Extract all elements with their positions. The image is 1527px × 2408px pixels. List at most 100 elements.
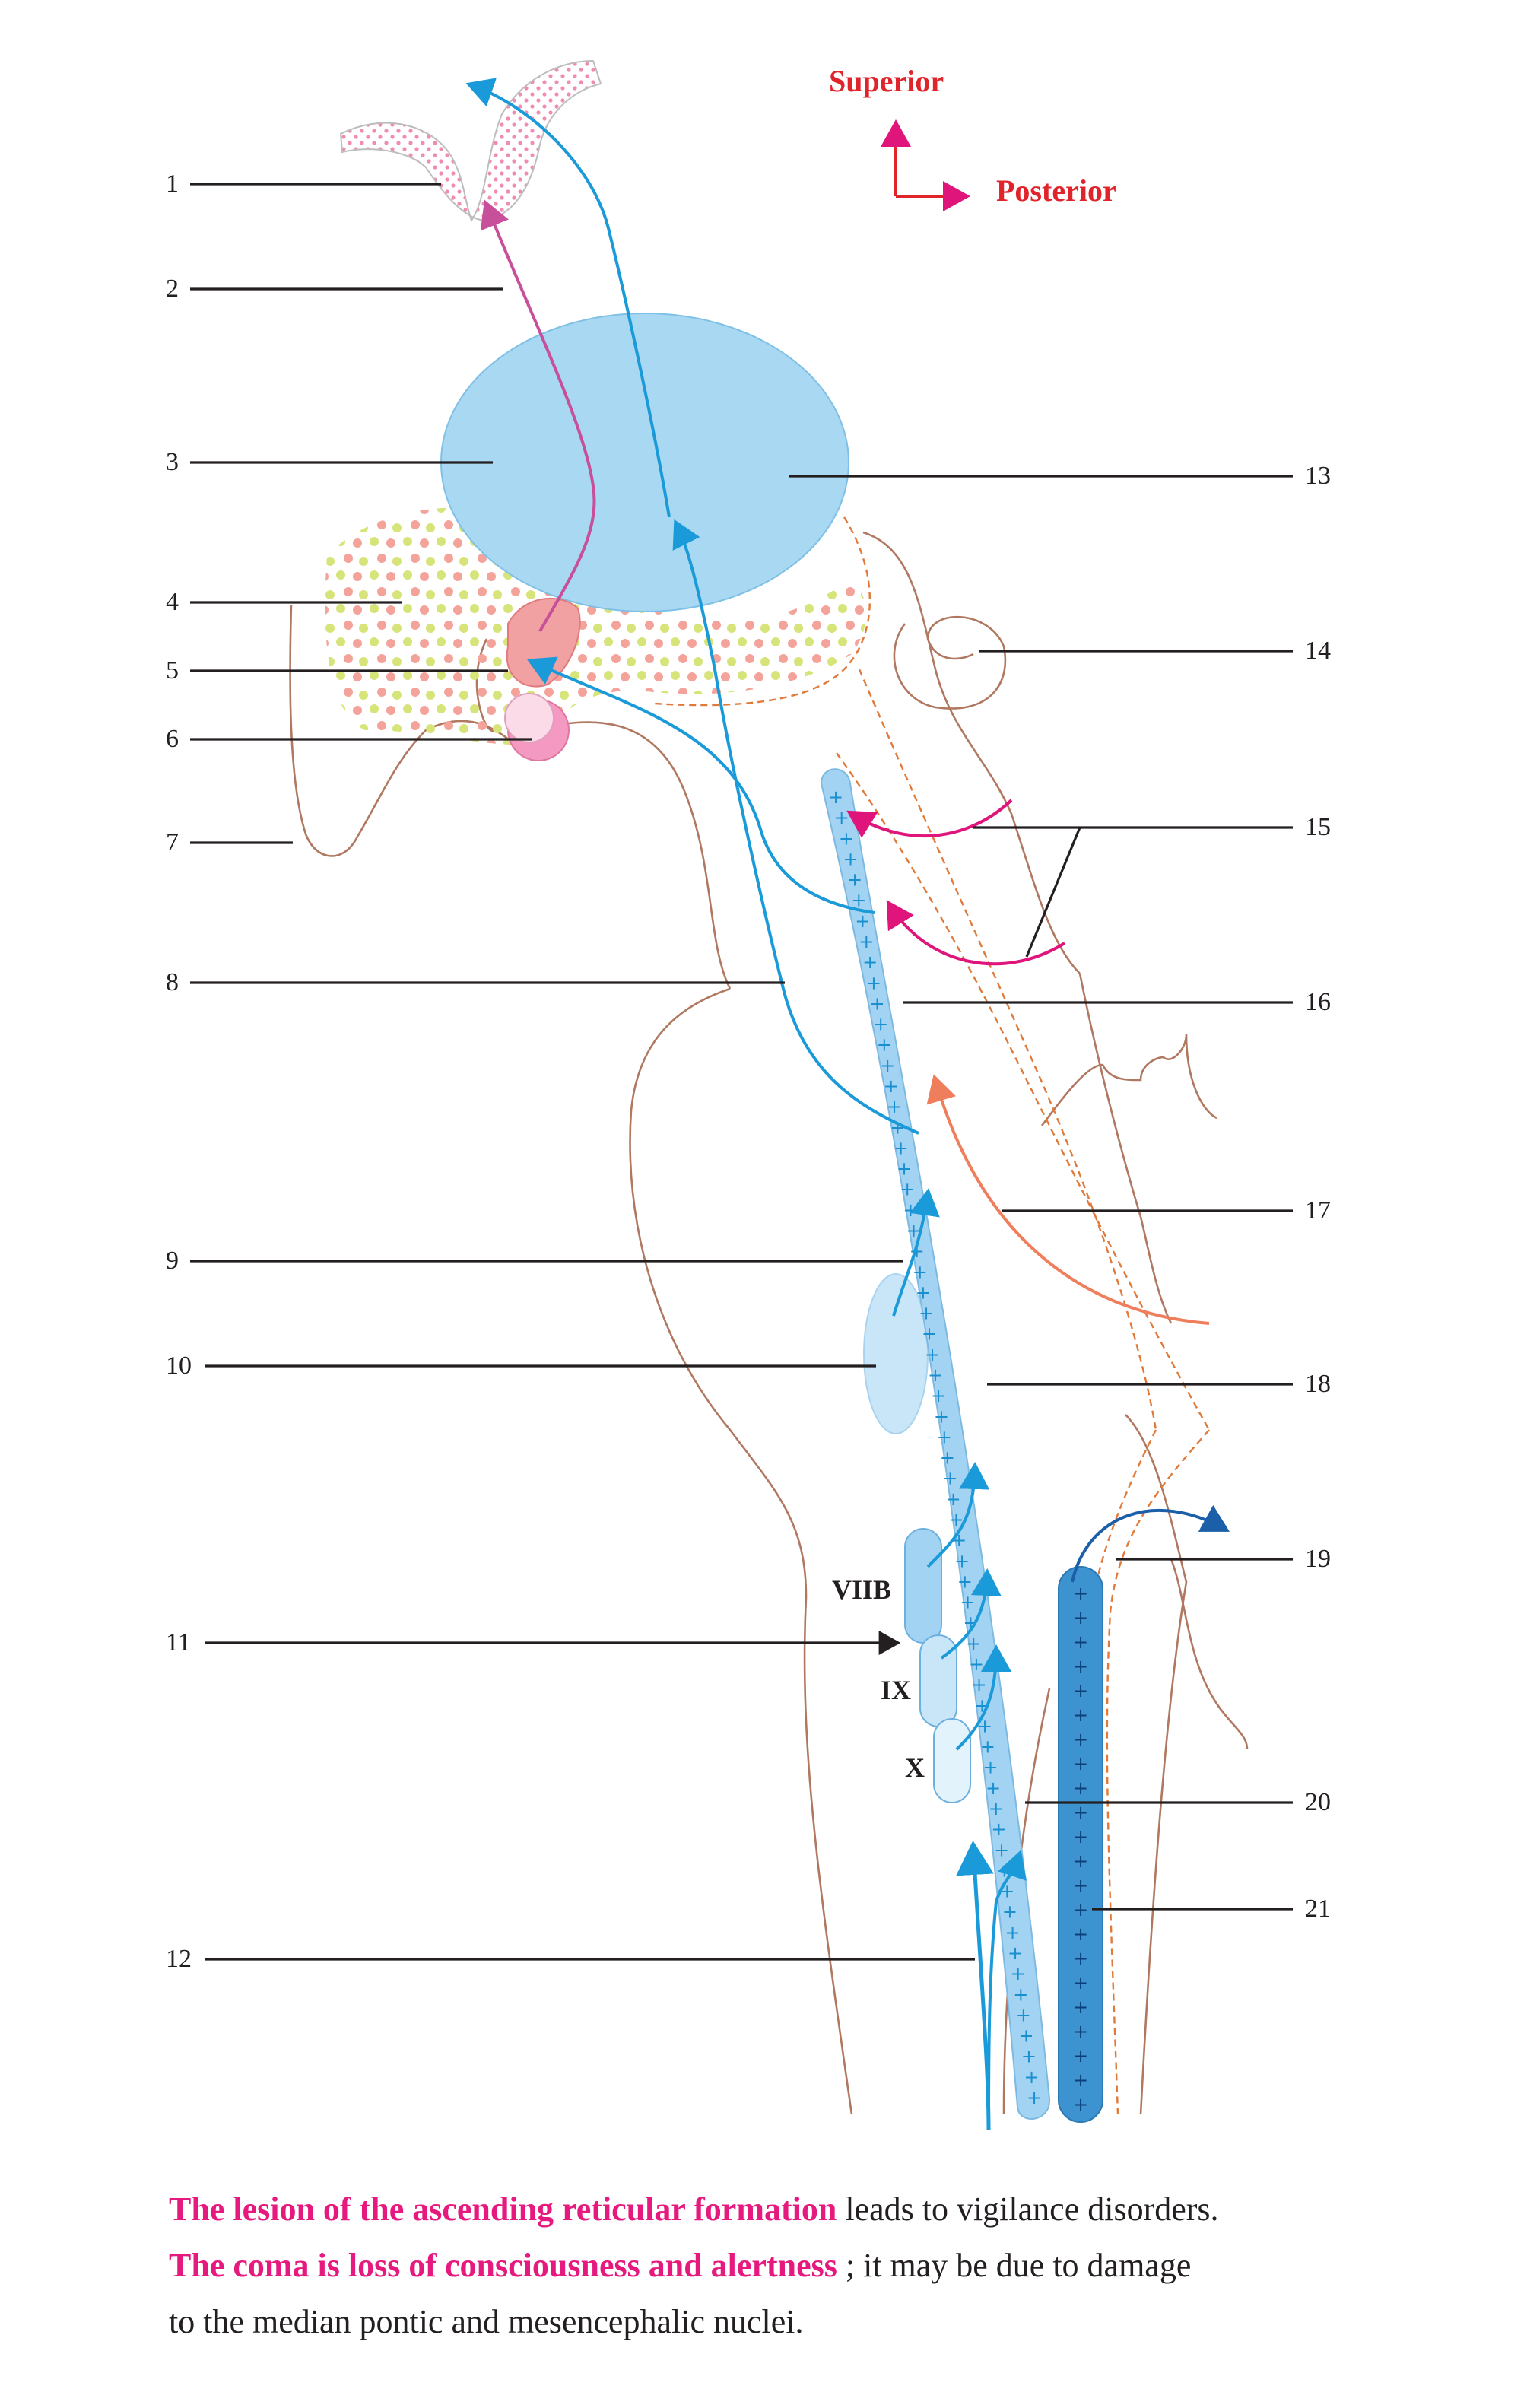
reticular-column [820,768,1051,2120]
plus-mark: + [834,807,849,828]
plus-mark: + [1073,1875,1088,1896]
plus-mark: + [916,1282,931,1303]
input-fiber-lower [886,900,1066,966]
plus-mark: + [1073,1777,1088,1799]
label-16: 16 [1305,988,1331,1016]
plus-mark: + [880,1055,895,1076]
label-21: 21 [1305,1895,1331,1923]
caption-text-2: ; it may be due to damage [837,2247,1192,2284]
label-18: 18 [1305,1370,1331,1398]
plus-mark: + [1073,1972,1088,1993]
plus-mark: + [894,1137,909,1158]
plus-mark: + [1016,2004,1031,2025]
plus-mark: + [900,1179,915,1200]
plus-mark: + [931,1385,946,1406]
plus-mark: + [969,1654,984,1675]
plus-mark: + [963,1612,978,1634]
nucleus-viib [904,1528,942,1644]
plus-mark: + [1002,1901,1017,1923]
plus-mark: + [859,931,874,952]
nucleus-x [933,1718,971,1803]
plus-mark: + [954,1550,970,1571]
caption-line-1: The lesion of the ascending reticular fo… [169,2181,1462,2238]
label-15: 15 [1305,813,1331,841]
plus-mark: + [870,993,885,1014]
plus-mark: + [1073,1997,1088,2018]
plus-mark: + [1073,1924,1088,1945]
label-14: 14 [1305,637,1331,665]
plus-mark: + [1073,1704,1088,1726]
plus-mark: + [1013,1984,1028,2005]
plus-mark: + [1008,1943,1023,1964]
plus-mark: + [839,828,854,849]
plus-mark: + [928,1364,943,1386]
plus-mark: + [884,1075,899,1097]
plus-mark: + [1073,1680,1088,1701]
plus-mark: + [906,1220,922,1241]
plus-mark: + [980,1736,995,1758]
plus-mark: + [1018,2025,1033,2047]
plus-mark: + [934,1406,949,1427]
plus-mark: + [1073,1850,1088,1872]
plus-mark: + [1073,1729,1088,1750]
plus-mark: + [913,1261,928,1282]
plus-mark: + [828,786,843,808]
hypothalamic-nucleus-5 [506,597,581,688]
plus-mark: + [922,1323,937,1345]
orientation-indicator: Superior Posterior [829,64,1116,211]
plus-mark: + [945,1488,960,1510]
mammillary-body-inner [504,693,554,743]
plus-mark: + [957,1571,973,1592]
caption-line-3: to the median pontic and mesencephalic n… [169,2303,804,2340]
caption: The lesion of the ascending reticular fo… [169,2181,1462,2350]
label-11: 11 [166,1628,191,1657]
caption-line-2: The coma is loss of consciousness and al… [169,2238,1462,2294]
plus-mark: + [1073,2021,1088,2042]
plus-mark: + [1024,2066,1039,2088]
plus-mark: + [994,1839,1009,1860]
plus-mark: + [1027,2087,1042,2108]
label-5: 5 [166,656,179,685]
plus-mark: + [877,1034,892,1056]
label-viib: VIIB [832,1574,891,1605]
plus-mark: + [1073,1631,1088,1653]
caption-text-1: leads to vigilance disorders. [837,2190,1219,2228]
plus-mark: + [887,1096,902,1117]
hypothalamic-region [325,507,866,745]
label-13: 13 [1305,462,1331,490]
plus-mark: + [1073,1899,1088,1920]
brainstem-outline [289,531,1249,2115]
plus-mark: + [1073,2045,1088,2066]
plus-mark: + [925,1344,940,1365]
label-4: 4 [166,588,179,616]
label-17: 17 [1305,1196,1331,1225]
thalamus [440,313,849,612]
label-9: 9 [166,1247,179,1275]
label-10: 10 [166,1352,192,1380]
plus-mark: + [903,1199,918,1221]
label-x: X [905,1752,925,1783]
label-19: 19 [1305,1545,1331,1573]
plus-mark: + [972,1674,987,1695]
label-1: 1 [166,170,179,198]
plus-mark: + [1073,2070,1088,2091]
right-callouts: 13 14 15 16 17 18 19 20 21 [789,462,1331,1923]
plus-mark: + [960,1592,976,1613]
reticular-plus-signs: ++++++++++++++++++++++++++++++++++++++++… [828,786,1088,2115]
plus-mark: + [1005,1922,1020,1943]
plus-mark: + [983,1757,998,1778]
caption-highlight-1: The lesion of the ascending reticular fo… [169,2190,837,2228]
nucleus-10 [863,1273,929,1434]
label-ix: IX [881,1675,911,1705]
plus-mark: + [1073,1607,1088,1628]
plus-mark: + [948,1509,964,1530]
plus-mark: + [862,951,878,973]
label-12: 12 [166,1945,192,1973]
left-callouts: 1 2 3 4 5 6 7 8 9 10 11 12 [166,170,975,1973]
plus-mark: + [866,972,881,993]
input-fiber-salmon [926,1074,1210,1325]
plus-mark: + [1021,2046,1037,2067]
plus-mark: + [989,1798,1004,1819]
input-fiber-upper [846,799,1013,838]
plus-mark: + [851,890,866,911]
